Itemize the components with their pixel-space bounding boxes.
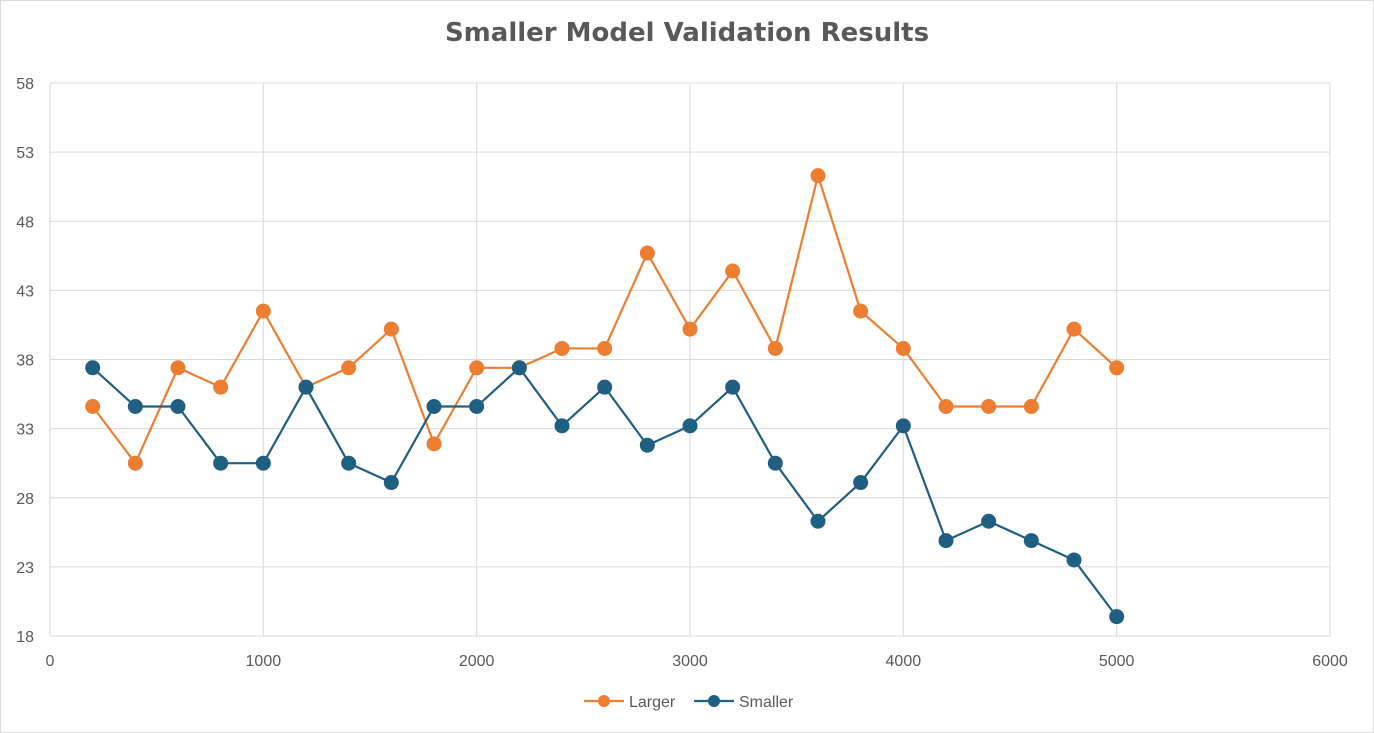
data-point-smaller [554, 418, 570, 434]
data-point-larger [597, 340, 613, 356]
data-point-larger [469, 360, 485, 376]
y-tick-label: 33 [16, 422, 34, 439]
data-point-larger [213, 379, 229, 395]
data-point-larger [383, 321, 399, 337]
y-tick-label: 28 [16, 491, 34, 508]
data-point-larger [1023, 399, 1039, 415]
x-tick-label: 1000 [246, 653, 282, 670]
data-point-larger [639, 245, 655, 261]
data-point-smaller [981, 513, 997, 529]
data-point-smaller [255, 455, 271, 471]
data-point-larger [554, 340, 570, 356]
data-point-larger [895, 340, 911, 356]
y-tick-label: 23 [16, 560, 34, 577]
legend-label-smaller: Smaller [739, 694, 794, 711]
chart-title: Smaller Model Validation Results [444, 18, 930, 48]
x-tick-label: 6000 [1312, 653, 1348, 670]
data-point-smaller [767, 455, 783, 471]
data-point-smaller [597, 379, 613, 395]
data-point-smaller [341, 455, 357, 471]
data-point-larger [341, 360, 357, 376]
data-point-smaller [853, 475, 869, 491]
y-tick-label: 48 [16, 214, 34, 231]
data-point-larger [938, 399, 954, 415]
data-point-larger [127, 455, 143, 471]
data-point-smaller [426, 399, 442, 415]
data-point-larger [853, 303, 869, 319]
data-point-smaller [511, 360, 527, 376]
data-point-smaller [1023, 533, 1039, 549]
data-point-smaller [895, 418, 911, 434]
x-tick-label: 5000 [1099, 653, 1135, 670]
data-point-larger [682, 321, 698, 337]
series-line-larger [91, 174, 1118, 465]
x-tick-label: 3000 [672, 653, 708, 670]
data-point-smaller [85, 360, 101, 376]
data-point-larger [255, 303, 271, 319]
data-point-larger [1066, 321, 1082, 337]
y-tick-label: 53 [16, 145, 34, 162]
legend-label-larger: Larger [629, 694, 676, 711]
data-point-larger [725, 263, 741, 279]
x-tick-label: 4000 [886, 653, 922, 670]
x-tick-label: 2000 [459, 653, 495, 670]
data-point-smaller [810, 513, 826, 529]
data-point-smaller [383, 475, 399, 491]
data-point-larger [85, 399, 101, 415]
series-line-smaller [91, 366, 1118, 618]
data-point-smaller [725, 379, 741, 395]
data-point-smaller [213, 455, 229, 471]
data-point-smaller [127, 399, 143, 415]
data-point-smaller [938, 533, 954, 549]
data-point-larger [981, 399, 997, 415]
data-point-smaller [1109, 609, 1125, 625]
data-point-smaller [469, 399, 485, 415]
y-tick-label: 43 [16, 283, 34, 300]
data-point-smaller [639, 437, 655, 453]
data-point-larger [810, 168, 826, 184]
data-point-larger [170, 360, 186, 376]
data-point-larger [767, 340, 783, 356]
y-tick-label: 18 [16, 629, 34, 646]
data-point-larger [426, 436, 442, 452]
data-point-smaller [1066, 552, 1082, 568]
data-point-smaller [682, 418, 698, 434]
x-tick-label: 0 [46, 653, 55, 670]
data-point-larger [1109, 360, 1125, 376]
legend-marker-smaller [708, 695, 720, 707]
legend-marker-larger [598, 695, 610, 707]
data-point-smaller [170, 399, 186, 415]
y-tick-label: 38 [16, 353, 34, 370]
data-point-smaller [298, 379, 314, 395]
y-tick-label: 58 [16, 76, 34, 93]
